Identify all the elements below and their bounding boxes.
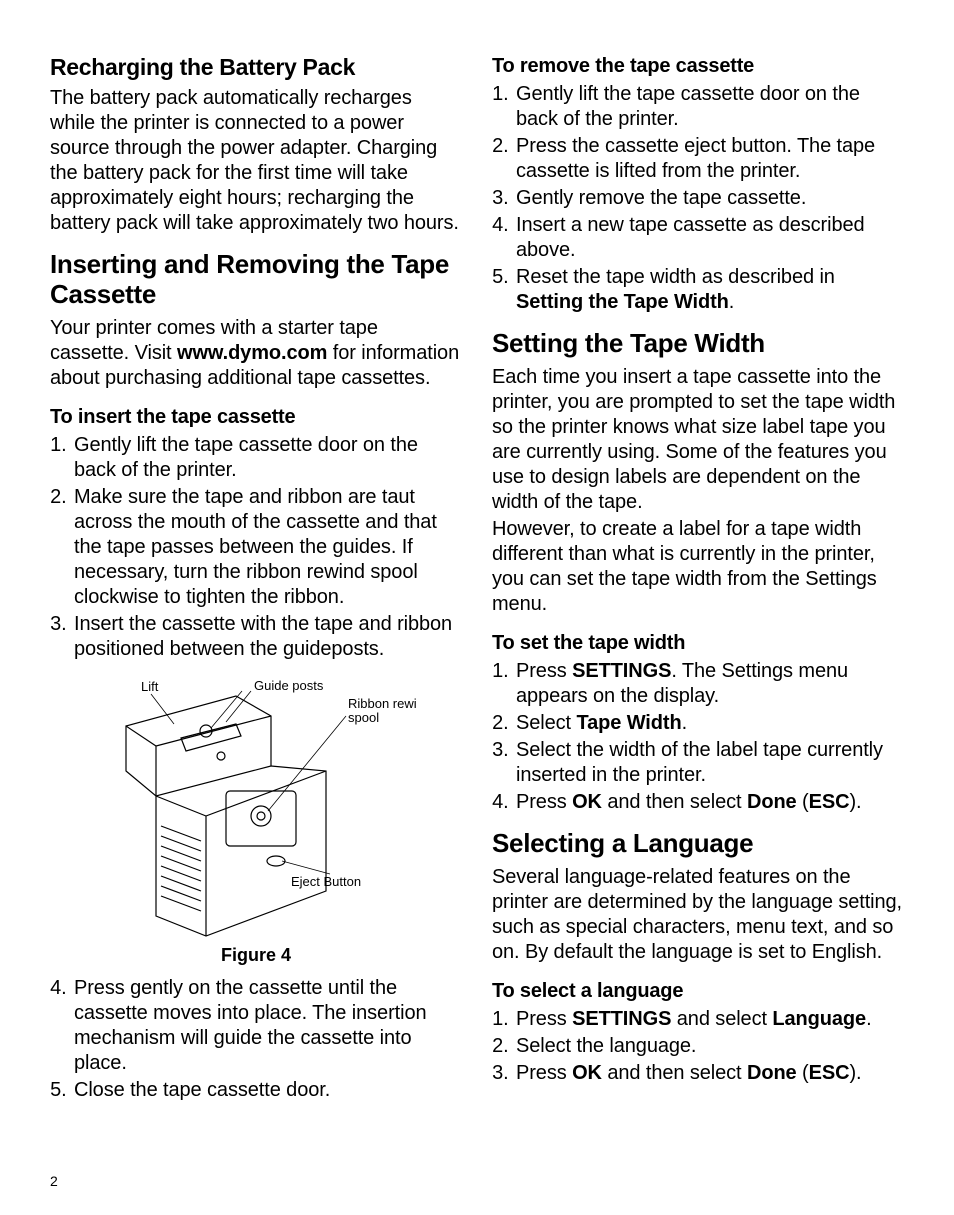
insert-steps: Gently lift the tape cassette door on th… [50, 433, 462, 662]
figure-caption: Figure 4 [221, 945, 291, 966]
two-column-layout: Recharging the Battery Pack The battery … [50, 54, 904, 1117]
key-label: SETTINGS [572, 660, 671, 682]
label-guideposts: Guide posts [254, 678, 324, 693]
text: and then select [602, 1062, 747, 1084]
heading-insert-remove: Inserting and Removing the Tape Cassette [50, 250, 462, 310]
list-item: Insert a new tape cassette as described … [514, 213, 904, 263]
label-ribbon-2: spool [348, 710, 379, 725]
page-number: 2 [50, 1173, 58, 1189]
list-item: Select the language. [514, 1034, 904, 1059]
url-text: www.dymo.com [177, 342, 327, 364]
menu-label: Tape Width [576, 712, 681, 734]
cassette-diagram-icon: Lift Guide posts Ribbon rewind spool Eje… [96, 676, 416, 941]
list-item: Reset the tape width as described in Set… [514, 265, 904, 315]
list-item: Press SETTINGS. The Settings menu appear… [514, 659, 904, 709]
menu-label: Language [772, 1008, 866, 1030]
key-label: OK [572, 1062, 602, 1084]
menu-label: Done [747, 1062, 797, 1084]
list-item: Press gently on the cassette until the c… [72, 976, 462, 1076]
heading-tape-width: Setting the Tape Width [492, 329, 904, 359]
list-item: Press the cassette eject button. The tap… [514, 134, 904, 184]
list-item: Press OK and then select Done (ESC). [514, 1061, 904, 1086]
menu-label: Done [747, 791, 797, 813]
list-item: Select Tape Width. [514, 711, 904, 736]
text: ( [797, 791, 809, 813]
para-tw-1: Each time you insert a tape cassette int… [492, 365, 904, 515]
text: ). [849, 1062, 861, 1084]
right-column: To remove the tape cassette Gently lift … [492, 54, 904, 1117]
list-item: Gently remove the tape cassette. [514, 186, 904, 211]
text: ). [849, 791, 861, 813]
text: and then select [602, 791, 747, 813]
heading-to-remove: To remove the tape cassette [492, 54, 904, 78]
key-label: ESC [809, 1062, 850, 1084]
list-item: Gently lift the tape cassette door on th… [72, 433, 462, 483]
para-tw-2: However, to create a label for a tape wi… [492, 517, 904, 617]
heading-select-lang: To select a language [492, 979, 904, 1003]
tw-steps: Press SETTINGS. The Settings menu appear… [492, 659, 904, 815]
text: Press [516, 1008, 572, 1030]
label-ribbon-1: Ribbon rewind [348, 696, 416, 711]
text: . [866, 1008, 871, 1030]
text: and select [671, 1008, 772, 1030]
text: Press [516, 1062, 572, 1084]
list-item: Close the tape cassette door. [72, 1078, 462, 1103]
para-insert-intro: Your printer comes with a starter tape c… [50, 316, 462, 391]
key-label: ESC [809, 791, 850, 813]
text: Press [516, 660, 572, 682]
label-eject: Eject Button [291, 874, 361, 889]
text: ( [797, 1062, 809, 1084]
text: . [682, 712, 687, 734]
left-column: Recharging the Battery Pack The battery … [50, 54, 462, 1117]
text: Select [516, 712, 576, 734]
text: Reset the tape width as described in [516, 266, 835, 288]
heading-language: Selecting a Language [492, 829, 904, 859]
lang-steps: Press SETTINGS and select Language. Sele… [492, 1007, 904, 1086]
heading-recharge: Recharging the Battery Pack [50, 54, 462, 80]
text: . [729, 291, 734, 313]
heading-to-insert: To insert the tape cassette [50, 405, 462, 429]
insert-steps-cont: Press gently on the cassette until the c… [50, 976, 462, 1103]
list-item: Make sure the tape and ribbon are taut a… [72, 485, 462, 610]
list-item: Press OK and then select Done (ESC). [514, 790, 904, 815]
label-lift: Lift [141, 679, 159, 694]
list-item: Select the width of the label tape curre… [514, 738, 904, 788]
remove-steps: Gently lift the tape cassette door on th… [492, 82, 904, 315]
list-item: Insert the cassette with the tape and ri… [72, 612, 462, 662]
heading-set-tw: To set the tape width [492, 631, 904, 655]
key-label: OK [572, 791, 602, 813]
key-label: SETTINGS [572, 1008, 671, 1030]
list-item: Press SETTINGS and select Language. [514, 1007, 904, 1032]
figure-4: Lift Guide posts Ribbon rewind spool Eje… [50, 676, 462, 966]
para-lang: Several language-related features on the… [492, 865, 904, 965]
para-recharge: The battery pack automatically recharges… [50, 86, 462, 236]
text: Press [516, 791, 572, 813]
list-item: Gently lift the tape cassette door on th… [514, 82, 904, 132]
ref-text: Setting the Tape Width [516, 291, 729, 313]
